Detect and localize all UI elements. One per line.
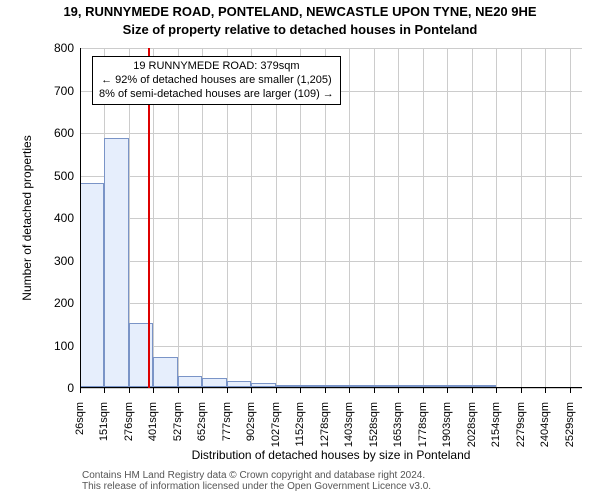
x-tick-mark: [570, 388, 571, 393]
horizontal-gridline: [80, 133, 582, 134]
histogram-bar: [178, 376, 202, 387]
x-tick-mark: [325, 388, 326, 393]
vertical-gridline: [447, 48, 448, 388]
vertical-gridline: [496, 48, 497, 388]
x-tick-mark: [276, 388, 277, 393]
x-tick-mark: [374, 388, 375, 393]
x-tick-label: 1278sqm: [319, 402, 331, 462]
x-tick-mark: [496, 388, 497, 393]
x-tick-label: 2404sqm: [539, 402, 551, 462]
x-tick-label: 527sqm: [172, 402, 184, 462]
x-tick-mark: [129, 388, 130, 393]
vertical-gridline: [521, 48, 522, 388]
page-title-line2: Size of property relative to detached ho…: [0, 22, 600, 37]
x-tick-label: 1528sqm: [368, 402, 380, 462]
horizontal-gridline: [80, 48, 582, 49]
footer-line1: Contains HM Land Registry data © Crown c…: [82, 470, 431, 481]
x-tick-label: 1152sqm: [294, 402, 306, 462]
histogram-bar: [202, 378, 226, 387]
horizontal-gridline: [80, 303, 582, 304]
vertical-gridline: [374, 48, 375, 388]
footer-line2: This release of information licensed und…: [82, 481, 431, 492]
annotation-line1: 19 RUNNYMEDE ROAD: 379sqm: [99, 60, 334, 74]
x-tick-mark: [300, 388, 301, 393]
histogram-bar: [80, 183, 104, 387]
histogram-bar: [153, 357, 178, 387]
x-tick-mark: [472, 388, 473, 393]
x-tick-label: 2529sqm: [564, 402, 576, 462]
y-tick-label: 400: [44, 211, 74, 225]
y-tick-label: 600: [44, 126, 74, 140]
y-tick-label: 800: [44, 41, 74, 55]
x-tick-label: 1403sqm: [343, 402, 355, 462]
y-axis-label: Number of detached properties: [20, 48, 34, 388]
x-tick-mark: [202, 388, 203, 393]
vertical-gridline: [398, 48, 399, 388]
annotation-line3: 8% of semi-detached houses are larger (1…: [99, 88, 334, 102]
y-tick-label: 100: [44, 339, 74, 353]
x-tick-label: 26sqm: [74, 402, 86, 462]
x-tick-mark: [104, 388, 105, 393]
x-tick-label: 2028sqm: [466, 402, 478, 462]
x-tick-mark: [178, 388, 179, 393]
x-tick-mark: [251, 388, 252, 393]
vertical-gridline: [423, 48, 424, 388]
x-tick-mark: [521, 388, 522, 393]
horizontal-gridline: [80, 261, 582, 262]
x-tick-mark: [153, 388, 154, 393]
x-axis-line: [80, 387, 582, 388]
x-tick-label: 151sqm: [98, 402, 110, 462]
histogram-plot: 19 RUNNYMEDE ROAD: 379sqm ← 92% of detac…: [80, 48, 582, 388]
annotation-box: 19 RUNNYMEDE ROAD: 379sqm ← 92% of detac…: [92, 56, 341, 105]
x-tick-label: 401sqm: [147, 402, 159, 462]
horizontal-gridline: [80, 346, 582, 347]
footer-attribution: Contains HM Land Registry data © Crown c…: [82, 470, 431, 492]
x-tick-label: 652sqm: [196, 402, 208, 462]
x-tick-mark: [423, 388, 424, 393]
x-tick-label: 2279sqm: [515, 402, 527, 462]
x-tick-label: 1027sqm: [270, 402, 282, 462]
y-axis-line: [80, 48, 81, 388]
x-tick-mark: [349, 388, 350, 393]
annotation-line2: ← 92% of detached houses are smaller (1,…: [99, 74, 334, 88]
y-tick-label: 0: [44, 381, 74, 395]
x-tick-mark: [80, 388, 81, 393]
vertical-gridline: [349, 48, 350, 388]
x-tick-label: 902sqm: [245, 402, 257, 462]
y-tick-label: 500: [44, 169, 74, 183]
horizontal-gridline: [80, 218, 582, 219]
x-tick-label: 1903sqm: [441, 402, 453, 462]
x-tick-mark: [398, 388, 399, 393]
x-tick-label: 777sqm: [221, 402, 233, 462]
x-tick-label: 2154sqm: [490, 402, 502, 462]
vertical-gridline: [570, 48, 571, 388]
page-title-line1: 19, RUNNYMEDE ROAD, PONTELAND, NEWCASTLE…: [0, 4, 600, 19]
x-tick-label: 276sqm: [123, 402, 135, 462]
horizontal-gridline: [80, 388, 582, 389]
horizontal-gridline: [80, 176, 582, 177]
x-tick-mark: [545, 388, 546, 393]
y-tick-label: 300: [44, 254, 74, 268]
x-tick-label: 1653sqm: [392, 402, 404, 462]
vertical-gridline: [545, 48, 546, 388]
y-tick-label: 700: [44, 84, 74, 98]
x-tick-mark: [447, 388, 448, 393]
vertical-gridline: [472, 48, 473, 388]
histogram-bar: [104, 138, 128, 387]
y-tick-label: 200: [44, 296, 74, 310]
x-tick-mark: [227, 388, 228, 393]
x-tick-label: 1778sqm: [417, 402, 429, 462]
